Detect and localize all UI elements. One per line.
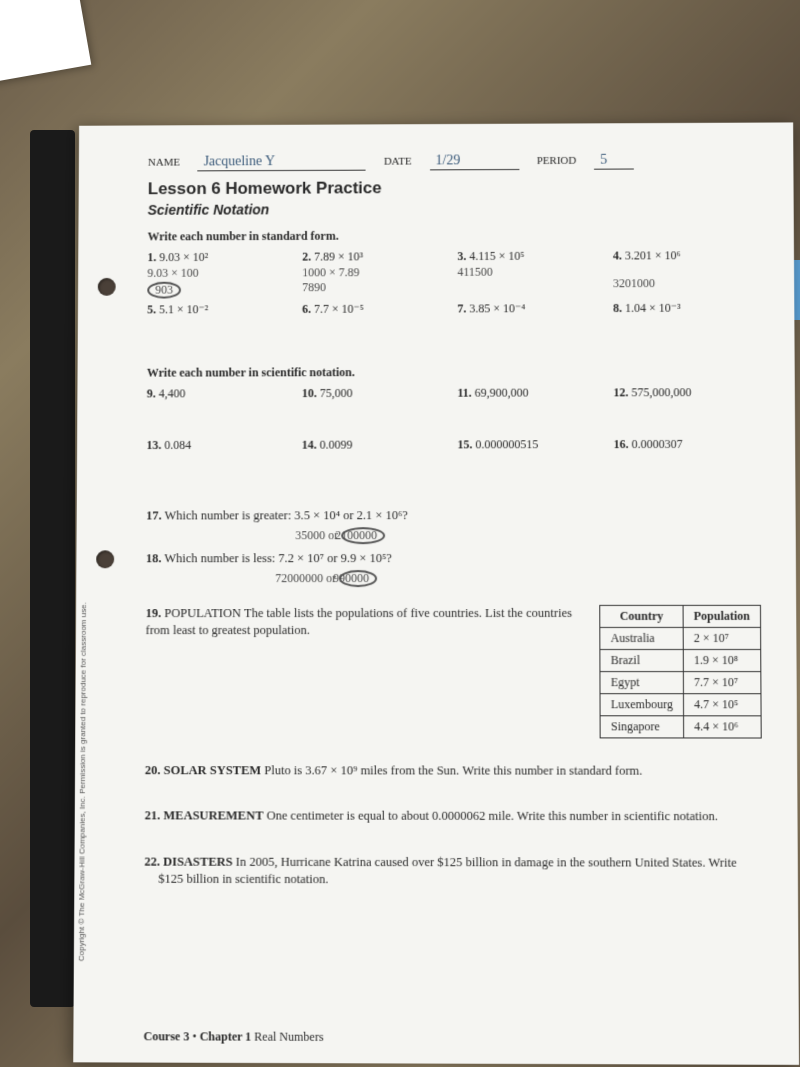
punch-hole [96, 550, 114, 568]
date-label: DATE [384, 156, 412, 168]
period-value: 5 [594, 153, 634, 170]
table-header: Country [600, 605, 683, 627]
problem-18: 18. Which number is less: 7.2 × 10⁷ or 9… [146, 550, 761, 587]
problem-20: 20. SOLAR SYSTEM Pluto is 3.67 × 10⁹ mil… [145, 762, 762, 780]
problem-16: 16. 0.0000307 [614, 437, 761, 457]
student-work: 9.03 × 100 [147, 267, 292, 280]
lesson-subtitle: Scientific Notation [148, 200, 759, 218]
student-work: 3201000 [613, 277, 759, 291]
worksheet-page: NAME Jacqueline Y DATE 1/29 PERIOD 5 Les… [73, 122, 799, 1064]
student-work: 35000 or 2100000 [309, 527, 760, 545]
problem-8: 8. 1.04 × 10⁻³ [613, 301, 759, 321]
student-work: 1000 × 7.89 [302, 266, 447, 280]
name-label: NAME [148, 157, 180, 169]
problem-9: 9. 4,400 [147, 387, 292, 407]
problem-11: 11. 69,900,000 [457, 386, 603, 406]
page-footer: Course 3 • Chapter 1 Real Numbers [143, 1029, 323, 1045]
problem-10: 10. 75,000 [302, 386, 448, 406]
problem-12: 12. 575,000,000 [613, 385, 759, 405]
problem-17: 17. Which number is greater: 3.5 × 10⁴ o… [146, 507, 761, 544]
binder-spine [30, 130, 75, 1007]
student-work: 7890 [302, 281, 447, 295]
problem-7: 7. 3.85 × 10⁻⁴ [457, 301, 603, 321]
problem-21: 21. MEASUREMENT One centimeter is equal … [145, 808, 763, 826]
problem-4: 4. 3.201 × 10⁶ 3201000 [613, 248, 759, 297]
problem-15: 15. 0.000000515 [457, 438, 603, 458]
table-row: Brazil1.9 × 10⁸ [600, 649, 761, 671]
table-row: Luxembourg4.7 × 10⁵ [600, 693, 761, 715]
problem-2: 2. 7.89 × 10³ 1000 × 7.89 7890 [302, 249, 447, 298]
lesson-title: Lesson 6 Homework Practice [148, 177, 759, 199]
date-value: 1/29 [430, 153, 519, 170]
punch-hole [98, 278, 116, 296]
table-row: Egypt7.7 × 10⁷ [600, 671, 761, 693]
period-label: PERIOD [537, 155, 577, 167]
problem-14: 14. 0.0099 [302, 438, 448, 458]
table-header: Population [683, 605, 761, 627]
problem-22: 22. DISASTERS In 2005, Hurricane Katrina… [144, 853, 762, 889]
problem-5: 5. 5.1 × 10⁻² [147, 302, 292, 322]
name-value: Jacqueline Y [198, 154, 366, 171]
problem-3: 3. 4.115 × 10⁵ 411500 [457, 249, 603, 298]
table-row: Australia2 × 10⁷ [600, 627, 761, 649]
problem-13: 13. 0.084 [146, 438, 291, 458]
population-table: Country Population Australia2 × 10⁷ Braz… [599, 605, 761, 739]
section-2-head: Write each number in scientific notation… [147, 365, 760, 381]
problem-row: 1. 9.03 × 10² 9.03 × 100 903 2. 7.89 × 1… [147, 248, 759, 299]
header-line: NAME Jacqueline Y DATE 1/29 PERIOD 5 [148, 152, 759, 171]
problem-row: 9. 4,400 10. 75,000 11. 69,900,000 12. 5… [147, 385, 760, 406]
copyright-text: Copyright © The McGraw-Hill Companies, I… [77, 602, 88, 961]
problem-row: 5. 5.1 × 10⁻² 6. 7.7 × 10⁻⁵ 7. 3.85 × 10… [147, 301, 759, 323]
table-row: Singapore4.4 × 10⁶ [600, 716, 761, 738]
problem-6: 6. 7.7 × 10⁻⁵ [302, 302, 447, 322]
student-work: 903 [147, 282, 292, 299]
section-1-head: Write each number in standard form. [148, 227, 759, 244]
problem-19: 19. POPULATION The table lists the popul… [145, 605, 762, 739]
problem-row: 13. 0.084 14. 0.0099 15. 0.000000515 16.… [146, 437, 760, 458]
problem-1: 1. 9.03 × 10² 9.03 × 100 903 [147, 250, 292, 299]
student-work: 411500 [457, 265, 603, 279]
student-work: 72000000 or 990000 [289, 569, 761, 587]
stray-paper [0, 0, 91, 85]
